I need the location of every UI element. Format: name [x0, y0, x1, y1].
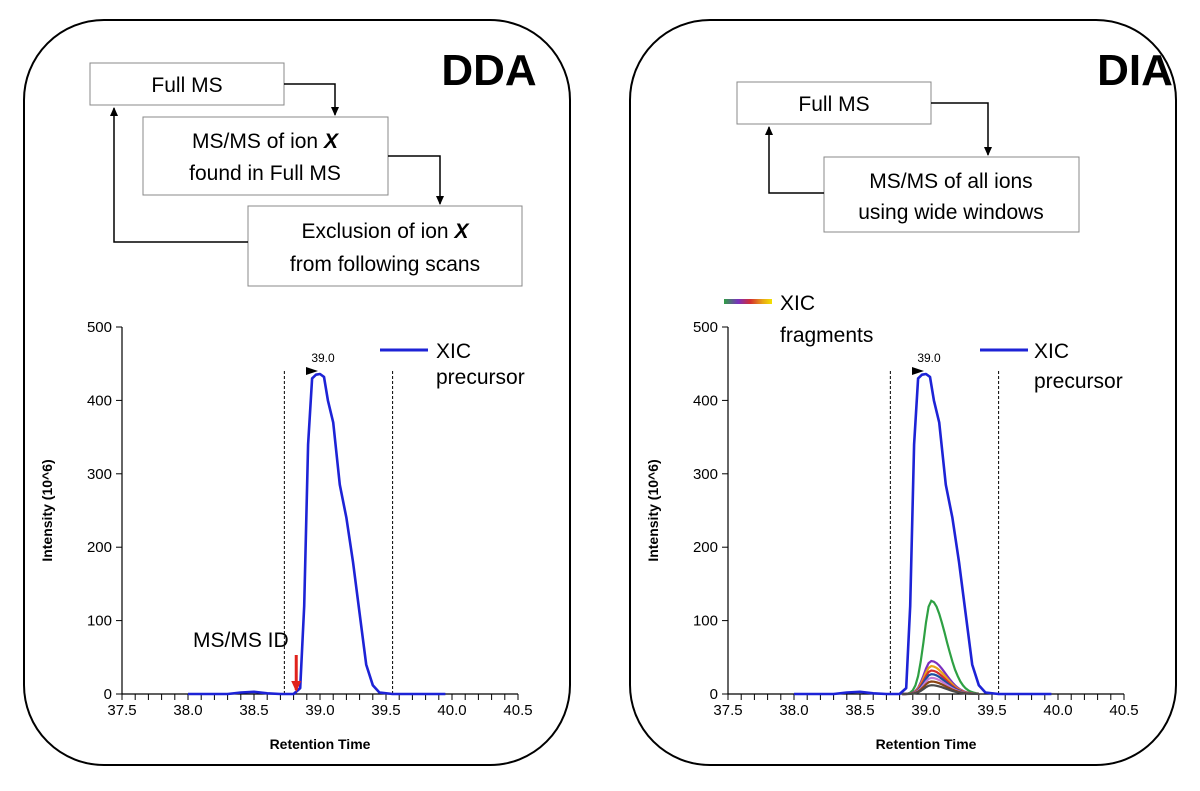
- dia-x-tick-label: 40.0: [1043, 702, 1072, 719]
- dia-title: DIA: [1097, 46, 1173, 95]
- dia-y-tick-label: 200: [693, 539, 718, 556]
- dda-panel-frame: [23, 19, 571, 766]
- dia-panel-frame: [629, 19, 1177, 766]
- dia-y-tick-label: 500: [693, 319, 718, 336]
- dia-y-tick-label: 400: [693, 392, 718, 409]
- dda-legend-line-1: XIC: [436, 340, 471, 363]
- dda-arrow-full-to-msms: [284, 83, 339, 116]
- dia-arrow-full-to-msms: [931, 102, 992, 156]
- dda-y-tick-label: 0: [104, 686, 112, 703]
- dia-precursor-line: [794, 372, 1052, 696]
- dda-exclusion-box: [247, 205, 523, 287]
- dia-legend-line-1: XIC: [1034, 340, 1069, 363]
- dda-arrow-exclusion-to-full: [110, 107, 248, 243]
- dda-panel: DDA Full MS MS/MS of ion X found in Full…: [23, 19, 571, 766]
- dda-x-tick-label: 38.5: [239, 702, 268, 719]
- dia-chart: 0 100 200 300 400 500 37.5 38.0 38.5 39.0 39.5 40.0…: [645, 319, 1139, 752]
- dda-full-ms-box: [89, 62, 285, 106]
- dda-msms-label-1: MS/MS of ion X: [192, 130, 340, 153]
- dda-y-tick-label: 100: [87, 613, 112, 630]
- dia-x-tick-label: 39.0: [911, 702, 940, 719]
- dia-msms-box: [823, 156, 1080, 233]
- dda-x-tick-label: 38.0: [173, 702, 202, 719]
- dia-x-tick-label: 37.5: [713, 702, 742, 719]
- dia-msms-label-1: MS/MS of all ions: [869, 170, 1032, 193]
- dia-panel: DIA Full MS MS/MS of all ions using wide…: [629, 19, 1177, 766]
- dia-fragments-legend-line-2: fragments: [780, 324, 873, 347]
- dia-fragment-1-line: [902, 599, 979, 696]
- dda-arrow-msms-to-exclusion: [388, 155, 444, 205]
- dda-legend-line-2: precursor: [436, 366, 525, 389]
- dia-y-axis-title: Intensity (10^6): [645, 459, 661, 561]
- dda-msms-id-annotation: MS/MS ID: [193, 629, 289, 652]
- dda-exclusion-label-1: Exclusion of ion X: [302, 220, 471, 243]
- dia-apex-marker: [912, 366, 924, 375]
- dda-y-tick-label: 400: [87, 392, 112, 409]
- dia-y-tick-label: 300: [693, 466, 718, 483]
- dda-x-tick-label: 40.0: [437, 702, 466, 719]
- dda-msms-box: [142, 116, 389, 196]
- dia-msms-label-2: using wide windows: [858, 201, 1044, 224]
- dda-msms-prefix: MS/MS of ion: [192, 130, 324, 153]
- dia-x-tick-label: 39.5: [977, 702, 1006, 719]
- dda-y-tick-label: 500: [87, 319, 112, 336]
- dda-chart: 0 100 200 300 400 500 37.5 38.0 38.5 39.0 39.5 40.0…: [39, 319, 533, 752]
- dda-exclusion-prefix: Exclusion of ion: [302, 220, 455, 243]
- dia-flow: Full MS MS/MS of all ions using wide win…: [736, 81, 1080, 233]
- dia-y-tick-label: 100: [693, 613, 718, 630]
- dda-x-tick-label: 39.5: [371, 702, 400, 719]
- dda-flow: Full MS MS/MS of ion X found in Full MS …: [89, 62, 523, 287]
- dia-full-ms-label: Full MS: [798, 93, 869, 116]
- dia-arrow-msms-to-full: [765, 126, 824, 194]
- dda-x-axis-title: Retention Time: [270, 736, 371, 752]
- dda-msms-label-2: found in Full MS: [189, 162, 341, 185]
- dda-apex-label: 39.0: [311, 351, 335, 365]
- dda-y-tick-label: 200: [87, 539, 112, 556]
- dda-y-axis-title: Intensity (10^6): [39, 459, 55, 561]
- dda-exclusion-var: X: [453, 220, 470, 243]
- dia-apex-label: 39.0: [917, 351, 941, 365]
- dia-y-tick-label: 0: [710, 686, 718, 703]
- dda-exclusion-label-2: from following scans: [290, 253, 480, 276]
- dda-apex-marker: [306, 366, 318, 375]
- dda-x-tick-label: 37.5: [107, 702, 136, 719]
- dia-fragment-8-line: [902, 684, 979, 696]
- dda-full-ms-label: Full MS: [151, 74, 222, 97]
- dda-x-tick-label: 39.0: [305, 702, 334, 719]
- dia-full-ms-box: [736, 81, 932, 125]
- dda-title: DDA: [441, 46, 536, 95]
- dia-x-axis-title: Retention Time: [876, 736, 977, 752]
- dda-msms-var: X: [323, 130, 340, 153]
- dia-legend-line-2: precursor: [1034, 370, 1123, 393]
- dia-fragments-legend-swatch: [724, 299, 772, 304]
- dda-precursor-line: [188, 372, 446, 696]
- dda-x-tick-label: 40.5: [503, 702, 532, 719]
- dia-x-tick-label: 38.0: [779, 702, 808, 719]
- dia-fragments-legend-line-1: XIC: [780, 292, 815, 315]
- dia-x-tick-label: 38.5: [845, 702, 874, 719]
- dia-x-tick-label: 40.5: [1109, 702, 1138, 719]
- dda-y-tick-label: 300: [87, 466, 112, 483]
